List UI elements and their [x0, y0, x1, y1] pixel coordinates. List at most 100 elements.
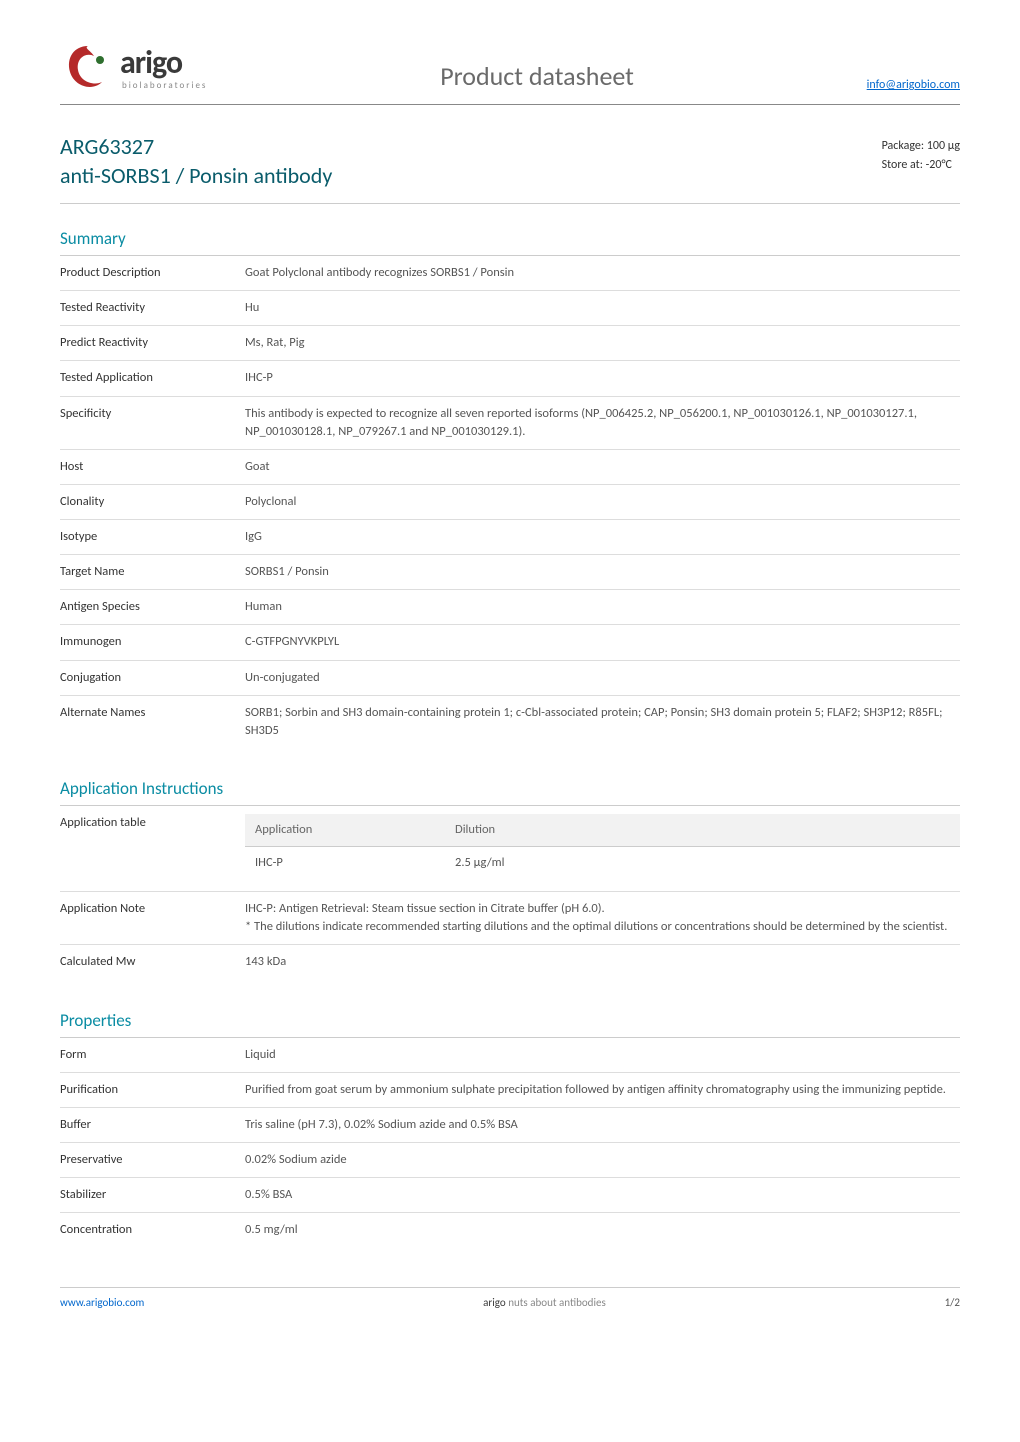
row-key: Conjugation — [60, 660, 245, 695]
table-row: Preservative0.02% Sodium azide — [60, 1142, 960, 1177]
row-key: Tested Reactivity — [60, 291, 245, 326]
row-val: Un-conjugated — [245, 660, 960, 695]
calc-mw-val: 143 kDa — [245, 945, 960, 980]
row-val: This antibody is expected to recognize a… — [245, 396, 960, 449]
logo-text: arigo biolaboratories — [120, 47, 207, 90]
app-table-cell: Application Dilution IHC-P 2.5 μg/ml — [245, 805, 960, 891]
table-row: Calculated Mw 143 kDa — [60, 945, 960, 980]
properties-table: FormLiquid PurificationPurified from goa… — [60, 1037, 960, 1248]
logo-mark — [60, 40, 116, 96]
table-row: PurificationPurified from goat serum by … — [60, 1072, 960, 1107]
row-val: Hu — [245, 291, 960, 326]
summary-table: Product DescriptionGoat Polyclonal antib… — [60, 255, 960, 748]
table-row: Tested ReactivityHu — [60, 291, 960, 326]
logo-sub: biolaboratories — [122, 81, 207, 90]
app-col-application: Application — [245, 814, 445, 847]
table-row: Concentration0.5 mg/ml — [60, 1213, 960, 1248]
table-row: HostGoat — [60, 449, 960, 484]
row-key: Buffer — [60, 1107, 245, 1142]
product-name: anti-SORBS1 / Ponsin antibody — [60, 162, 332, 189]
app-heading: Application Instructions — [60, 778, 960, 799]
properties-heading: Properties — [60, 1010, 960, 1031]
table-row: Product DescriptionGoat Polyclonal antib… — [60, 256, 960, 291]
table-row: Application Note IHC-P: Antigen Retrieva… — [60, 892, 960, 945]
row-val: Tris saline (pH 7.3), 0.02% Sodium azide… — [245, 1107, 960, 1142]
swirl-icon — [60, 40, 116, 96]
package-line: Package: 100 μg — [882, 137, 960, 156]
row-val: Goat — [245, 449, 960, 484]
row-key: Product Description — [60, 256, 245, 291]
row-key: Immunogen — [60, 625, 245, 660]
datasheet-title: Product datasheet — [207, 60, 866, 92]
table-row: Tested ApplicationIHC-P — [60, 361, 960, 396]
logo-block: arigo biolaboratories — [60, 40, 207, 96]
table-row: Alternate NamesSORB1; Sorbin and SH3 dom… — [60, 695, 960, 748]
store-line: Store at: -20°C — [882, 156, 960, 175]
table-row: ImmunogenC-GTFPGNYVKPLYL — [60, 625, 960, 660]
table-row: BufferTris saline (pH 7.3), 0.02% Sodium… — [60, 1107, 960, 1142]
table-row: Predict ReactivityMs, Rat, Pig — [60, 326, 960, 361]
table-row: Target NameSORBS1 / Ponsin — [60, 555, 960, 590]
row-val: IHC-P — [245, 361, 960, 396]
row-val: 0.5 mg/ml — [245, 1213, 960, 1248]
row-val: SORBS1 / Ponsin — [245, 555, 960, 590]
row-val: Ms, Rat, Pig — [245, 326, 960, 361]
row-key: Form — [60, 1037, 245, 1072]
app-note-val: IHC-P: Antigen Retrieval: Steam tissue s… — [245, 892, 960, 945]
table-row: ClonalityPolyclonal — [60, 484, 960, 519]
product-title: ARG63327 anti-SORBS1 / Ponsin antibody — [60, 133, 332, 189]
calc-mw-key: Calculated Mw — [60, 945, 245, 980]
table-row: ConjugationUn-conjugated — [60, 660, 960, 695]
footer-center: arigo nuts about antibodies — [483, 1296, 606, 1309]
table-row: Application table Application Dilution I… — [60, 805, 960, 891]
info-email-link[interactable]: info@arigobio.com — [867, 78, 960, 92]
product-meta: Package: 100 μg Store at: -20°C — [882, 137, 960, 175]
footer-left: www.arigobio.com — [60, 1296, 144, 1309]
row-key: Tested Application — [60, 361, 245, 396]
row-key: Specificity — [60, 396, 245, 449]
footer-url-link[interactable]: www.arigobio.com — [60, 1296, 144, 1309]
table-row: Stabilizer0.5% BSA — [60, 1178, 960, 1213]
app-table-data-row: IHC-P 2.5 μg/ml — [245, 847, 960, 880]
footer-page-number: 1/2 — [945, 1296, 960, 1309]
app-col-dilution: Dilution — [445, 814, 960, 847]
application-table: Application Dilution IHC-P 2.5 μg/ml — [245, 814, 960, 879]
row-key: Clonality — [60, 484, 245, 519]
row-val: 0.02% Sodium azide — [245, 1142, 960, 1177]
row-key: Host — [60, 449, 245, 484]
app-cell-dilution: 2.5 μg/ml — [445, 847, 960, 880]
row-key: Stabilizer — [60, 1178, 245, 1213]
row-key: Preservative — [60, 1142, 245, 1177]
row-key: Isotype — [60, 520, 245, 555]
title-row: ARG63327 anti-SORBS1 / Ponsin antibody P… — [60, 133, 960, 204]
row-key: Predict Reactivity — [60, 326, 245, 361]
row-key: Alternate Names — [60, 695, 245, 748]
row-val: Purified from goat serum by ammonium sul… — [245, 1072, 960, 1107]
footer: www.arigobio.com arigo nuts about antibo… — [60, 1287, 960, 1309]
row-val: IgG — [245, 520, 960, 555]
footer-brand: arigo — [483, 1296, 506, 1309]
row-key: Concentration — [60, 1213, 245, 1248]
row-val: Liquid — [245, 1037, 960, 1072]
summary-heading: Summary — [60, 228, 960, 249]
app-instructions-table: Application table Application Dilution I… — [60, 805, 960, 980]
product-code: ARG63327 — [60, 133, 332, 160]
row-val: SORB1; Sorbin and SH3 domain-containing … — [245, 695, 960, 748]
table-row: SpecificityThis antibody is expected to … — [60, 396, 960, 449]
row-key: Antigen Species — [60, 590, 245, 625]
row-val: Human — [245, 590, 960, 625]
header: arigo biolaboratories Product datasheet … — [60, 40, 960, 105]
row-val: C-GTFPGNYVKPLYL — [245, 625, 960, 660]
table-row: Antigen SpeciesHuman — [60, 590, 960, 625]
row-key: Target Name — [60, 555, 245, 590]
app-table-header-row: Application Dilution — [245, 814, 960, 847]
row-val: Polyclonal — [245, 484, 960, 519]
app-note-key: Application Note — [60, 892, 245, 945]
table-row: FormLiquid — [60, 1037, 960, 1072]
row-val: Goat Polyclonal antibody recognizes SORB… — [245, 256, 960, 291]
row-key: Purification — [60, 1072, 245, 1107]
app-cell-application: IHC-P — [245, 847, 445, 880]
table-row: IsotypeIgG — [60, 520, 960, 555]
row-val: 0.5% BSA — [245, 1178, 960, 1213]
app-table-key: Application table — [60, 805, 245, 891]
